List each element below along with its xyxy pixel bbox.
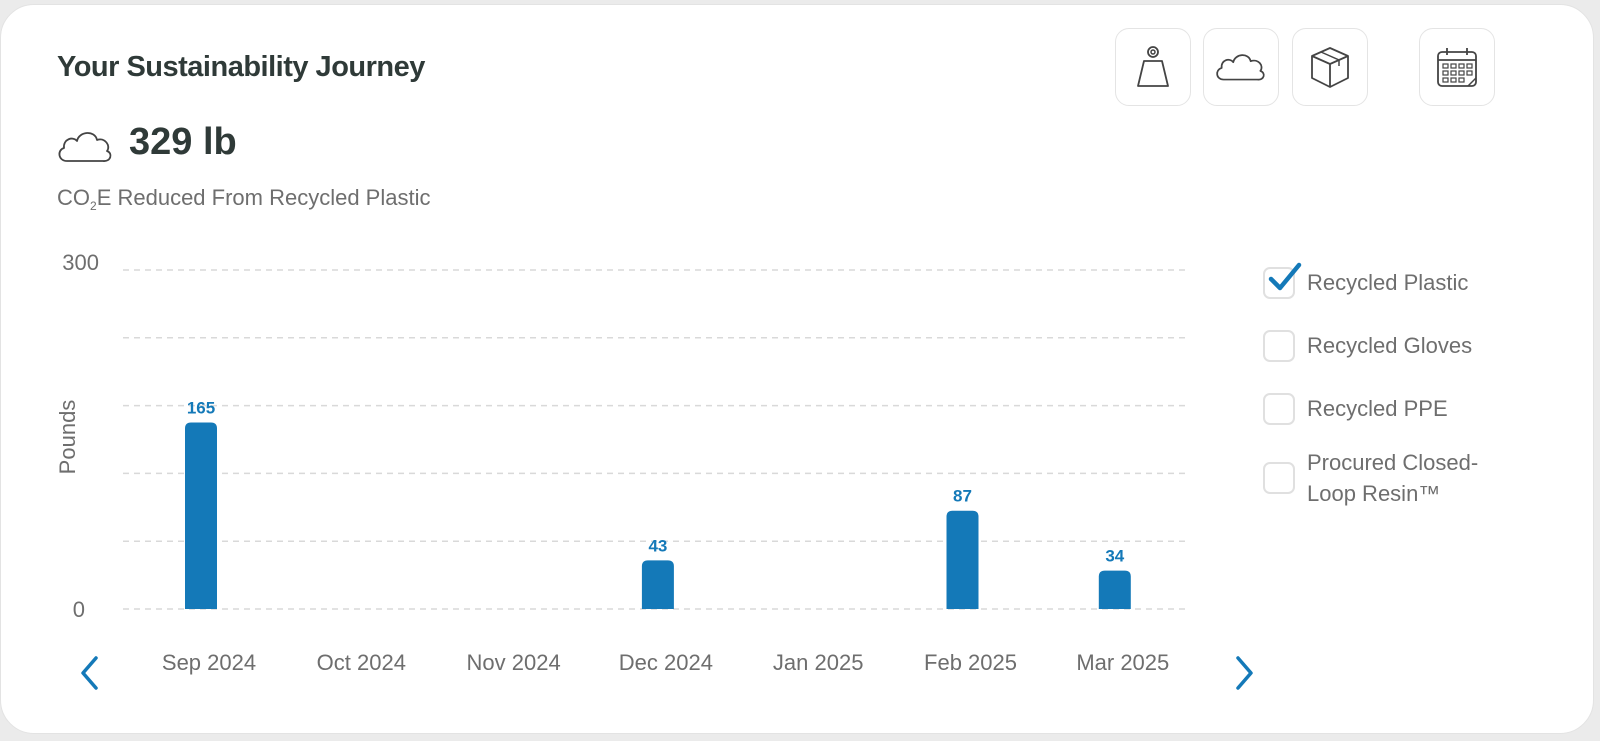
checkbox[interactable] (1263, 393, 1295, 425)
sustainability-card: Your Sustainability Journey (0, 4, 1594, 734)
x-tick-label: Dec 2024 (619, 650, 713, 675)
data-label: 165 (187, 399, 215, 418)
box-icon (1311, 47, 1349, 88)
metric-label-prefix: CO (57, 185, 90, 210)
x-tick-label: Mar 2025 (1076, 650, 1169, 675)
legend-label: Recycled Gloves (1307, 333, 1473, 358)
y-tick-label: 0 (73, 597, 85, 622)
bar-chart: 300 0 Pounds 165 Sep 2024 Oct 2024 Nov 2024 43 D… (55, 250, 1185, 675)
box-button[interactable] (1292, 28, 1368, 106)
data-label: 43 (648, 536, 667, 555)
metric-label-subscript: 2 (90, 199, 97, 213)
checkbox[interactable] (1263, 330, 1295, 362)
x-tick-label: Jan 2025 (773, 650, 864, 675)
chevron-left-icon (81, 656, 98, 690)
card-title: Your Sustainability Journey (57, 51, 425, 83)
checkmark-icon (1268, 262, 1302, 291)
bar (185, 422, 217, 609)
metric-value: 329 lb (129, 121, 237, 163)
x-tick-label: Oct 2024 (317, 650, 406, 675)
metric-cloud-icon (58, 132, 112, 162)
metric-label-suffix: E Reduced From Recycled Plastic (96, 185, 431, 210)
data-label: 87 (953, 487, 972, 506)
bar (1098, 570, 1131, 609)
weight-button[interactable] (1115, 28, 1191, 106)
legend-label: Recycled PPE (1307, 396, 1448, 421)
calendar-icon (1437, 48, 1477, 87)
calendar-button[interactable] (1419, 28, 1495, 106)
x-tick-label: Feb 2025 (924, 650, 1017, 675)
metric-label: CO2E Reduced From Recycled Plastic (57, 185, 430, 213)
cloud-icon (1216, 54, 1265, 81)
bar (946, 510, 979, 609)
x-tick-label: Nov 2024 (467, 650, 561, 675)
next-button[interactable] (1229, 653, 1259, 693)
x-tick-label: Sep 2024 (162, 650, 256, 675)
checkbox[interactable] (1263, 462, 1295, 494)
legend-item-recycled-ppe[interactable]: Recycled PPE (1263, 393, 1527, 425)
checkbox[interactable] (1263, 262, 1302, 299)
previous-button[interactable] (75, 653, 105, 693)
legend-label: Recycled Plastic (1307, 270, 1469, 295)
y-axis-label: Pounds (55, 400, 80, 475)
legend-item-recycled-gloves[interactable]: Recycled Gloves (1263, 330, 1527, 362)
cloud-button[interactable] (1203, 28, 1279, 106)
chevron-right-icon (1236, 656, 1253, 690)
weight-icon (1137, 46, 1169, 87)
data-label: 34 (1105, 547, 1124, 566)
legend-label: Procured Closed-Loop Resin™ (1307, 450, 1479, 506)
bar (641, 560, 674, 609)
y-tick-label: 300 (62, 250, 99, 275)
legend-item-closed-loop-resin[interactable]: Procured Closed-Loop Resin™ (1263, 447, 1527, 509)
legend-item-recycled-plastic[interactable]: Recycled Plastic (1263, 262, 1527, 299)
